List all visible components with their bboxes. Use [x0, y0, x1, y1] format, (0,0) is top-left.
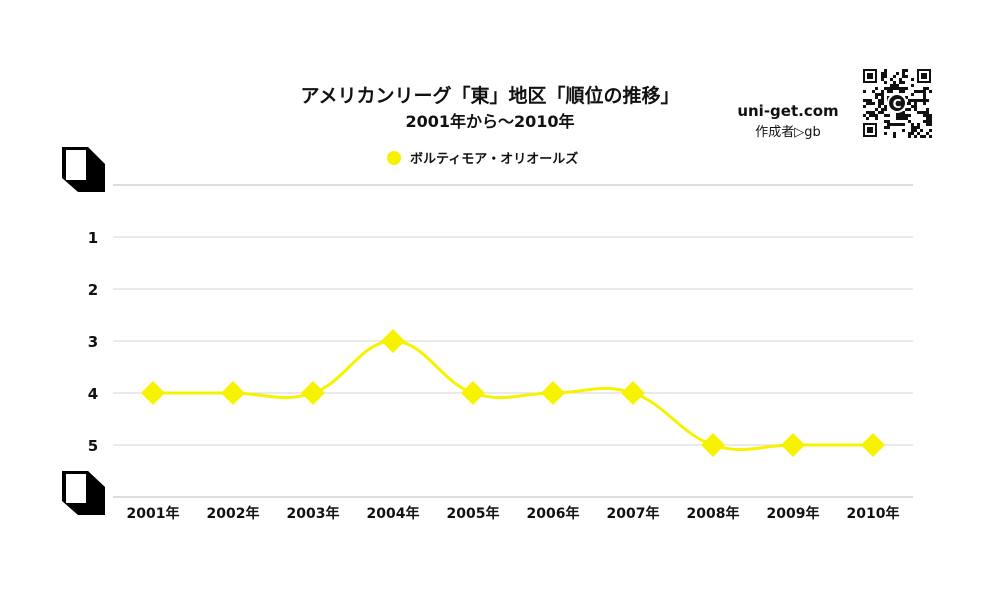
grid: [113, 184, 913, 498]
x-tick-label: 2009年: [767, 505, 820, 522]
x-tick-label: 2008年: [687, 505, 740, 522]
chart-subtitle: 2001年から〜2010年: [405, 112, 574, 131]
data-point-marker: [221, 381, 245, 405]
site-name: uni-get.com: [737, 102, 838, 120]
data-point-marker: [541, 381, 565, 405]
qr-center-letter: C: [893, 97, 902, 111]
y-tick-label: 5: [88, 437, 98, 455]
y-tick-label: 1: [88, 229, 98, 247]
x-tick-label: 2006年: [527, 505, 580, 522]
chart-title: アメリカンリーグ「東」地区「順位の推移」: [300, 84, 679, 107]
legend: ボルティモア・オリオールズ: [387, 151, 578, 167]
data-point-marker: [141, 381, 165, 405]
data-point-marker: [381, 329, 405, 353]
y-axis: 1 2 3 4 5: [88, 229, 98, 455]
data-point-marker: [781, 433, 805, 457]
y-tick-label: 2: [88, 281, 98, 299]
x-tick-label: 2007年: [607, 505, 660, 522]
series-orioles: [141, 329, 885, 457]
x-tick-label: 2005年: [447, 505, 500, 522]
legend-label: ボルティモア・オリオールズ: [410, 151, 578, 167]
data-point-marker: [621, 381, 645, 405]
series-line: [153, 339, 873, 452]
x-tick-label: 2003年: [287, 505, 340, 522]
axis-bottom-bracket-icon: [62, 471, 105, 515]
x-tick-label: 2001年: [127, 505, 180, 522]
x-tick-label: 2010年: [847, 505, 900, 522]
y-tick-label: 4: [88, 385, 98, 403]
legend-marker: [387, 151, 401, 165]
data-point-marker: [861, 433, 885, 457]
qr-code-icon: C: [862, 68, 932, 138]
axis-top-bracket-icon: [62, 147, 105, 192]
y-tick-label: 3: [88, 333, 98, 351]
data-point-marker: [461, 381, 485, 405]
x-axis: 2001年 2002年 2003年 2004年 2005年 2006年 2007年 2008年…: [127, 505, 900, 522]
x-tick-label: 2004年: [367, 505, 420, 522]
author-credit: 作成者▷gb: [755, 125, 821, 140]
data-point-marker: [301, 381, 325, 405]
data-point-marker: [701, 433, 725, 457]
x-tick-label: 2002年: [207, 505, 260, 522]
